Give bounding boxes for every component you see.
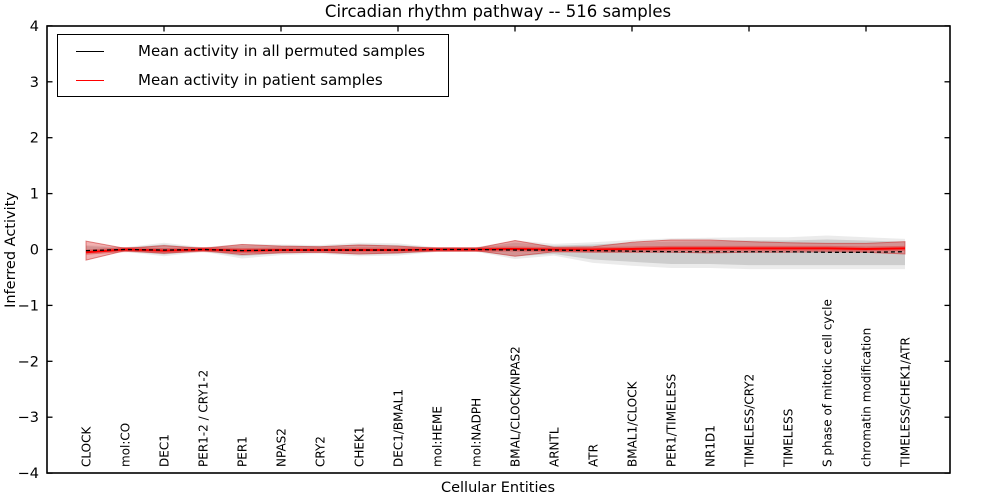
x-tick-label: mol:CO — [119, 423, 133, 467]
x-tick-label: PER1-2 / CRY1-2 — [197, 370, 211, 467]
x-axis-title: Cellular Entities — [441, 480, 555, 496]
legend-item-patient: Mean activity in patient samples — [58, 69, 448, 91]
y-tick-label: 3 — [30, 75, 39, 91]
x-tick-label: mol:NADPH — [470, 398, 484, 467]
x-tick-label: PER1/TIMELESS — [665, 374, 679, 467]
x-tick-label: PER1 — [236, 436, 250, 467]
mean-line-permuted — [85, 248, 906, 253]
patient-line-swatch — [76, 79, 104, 81]
x-tick-label-layer: CLOCK mol:CO DEC1 PER1-2 / CRY1-2 PER1 NPAS2 C… — [80, 299, 913, 468]
legend-label: Mean activity in patient samples — [138, 71, 383, 89]
y-tick-label: 4 — [30, 19, 39, 35]
x-tick-label: ATR — [587, 444, 601, 467]
x-tick-label: DEC1 — [158, 434, 172, 467]
x-tick-label: BMAL1/CLOCK — [626, 380, 640, 467]
x-tick-label: chromatin modification — [860, 328, 874, 467]
x-tick-label: CLOCK — [80, 426, 94, 467]
x-tick-label: DEC1/BMAL1 — [392, 389, 406, 467]
y-tick-label: −2 — [18, 354, 39, 370]
line-layer — [85, 245, 906, 255]
chart-title: Circadian rhythm pathway -- 516 samples — [325, 2, 671, 21]
x-tick-label: NR1D1 — [704, 425, 718, 467]
x-tick-label: TIMELESS/CHEK1/ATR — [899, 337, 913, 468]
y-tick-label: −1 — [18, 298, 39, 314]
x-tick-label: TIMELESS — [782, 409, 796, 468]
band-permuted-range-outer — [86, 235, 905, 270]
legend: Mean activity in all permuted samples Me… — [57, 34, 449, 97]
y-tick-label: 0 — [30, 243, 39, 259]
legend-label: Mean activity in all permuted samples — [138, 42, 425, 60]
y-axis-title: Inferred Activity — [3, 192, 19, 308]
x-tick-label: S phase of mitotic cell cycle — [821, 299, 835, 467]
x-tick-label: CRY2 — [314, 436, 328, 467]
x-tick-label: TIMELESS/CRY2 — [743, 374, 757, 468]
x-tick-label: BMAL/CLOCK/NPAS2 — [509, 346, 523, 467]
x-tick-label: NPAS2 — [275, 428, 289, 467]
x-tick-label: ARNTL — [548, 427, 562, 467]
x-tick-label: CHEK1 — [353, 427, 367, 468]
tick-layer: 4 3 2 1 0 −1 −2 −3 −4 — [18, 19, 950, 482]
y-tick-label: −3 — [18, 410, 39, 426]
y-tick-label: −4 — [18, 466, 39, 482]
y-tick-label: 2 — [30, 131, 39, 147]
legend-item-permuted: Mean activity in all permuted samples — [58, 40, 448, 62]
x-tick-label: mol:HEME — [431, 406, 445, 467]
permuted-line-swatch — [76, 50, 104, 52]
y-tick-label: 1 — [30, 187, 39, 203]
